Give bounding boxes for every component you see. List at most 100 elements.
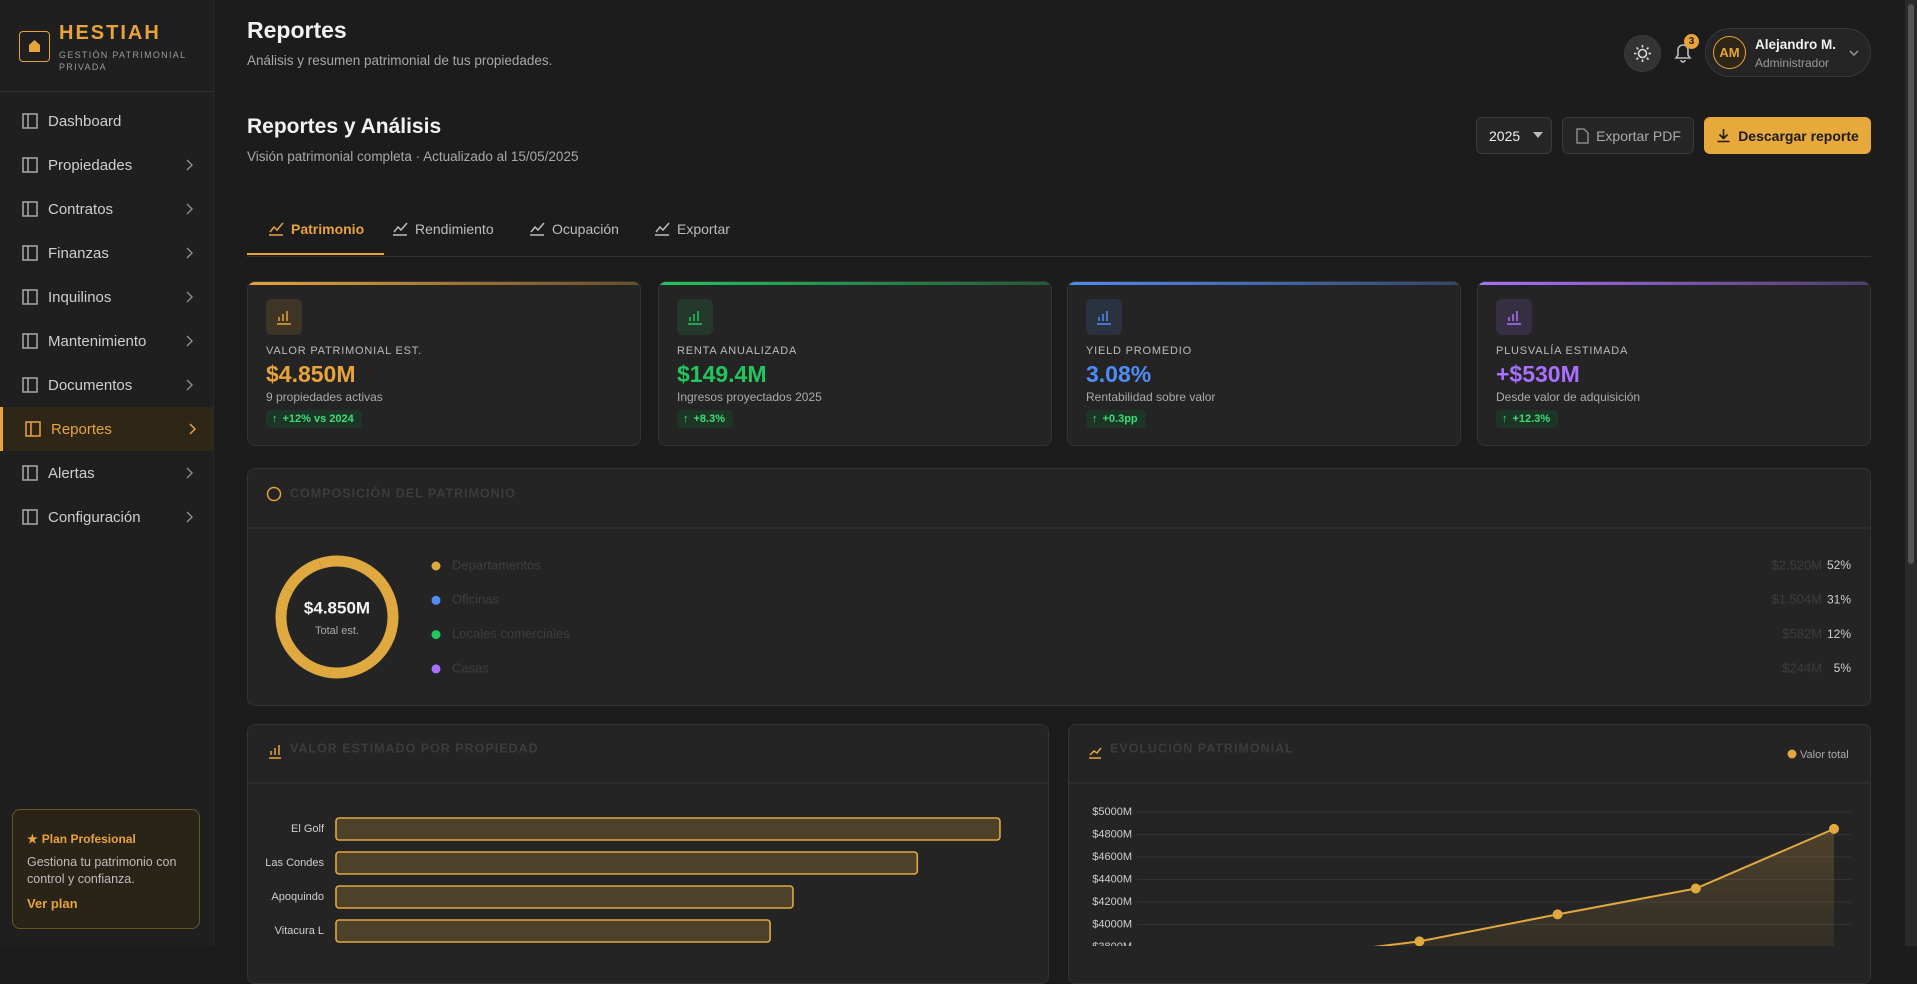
tab-label: Ocupación: [552, 221, 619, 237]
nav-label: Configuración: [48, 508, 141, 526]
nav-icon: [22, 245, 38, 261]
kpi-delta: ↑ +8.3%: [677, 410, 733, 428]
avatar: AM: [1713, 36, 1746, 69]
tab-icon: [655, 222, 670, 236]
kpi-note: 9 propiedades activas: [266, 390, 383, 404]
tab[interactable]: Ocupación: [528, 218, 619, 240]
plan-link[interactable]: Ver plan: [27, 896, 78, 911]
plan-box: ★ Plan Profesional Gestiona tu patrimonio…: [12, 809, 200, 929]
nav-item[interactable]: Configuración: [0, 495, 213, 539]
caret: [1533, 132, 1543, 138]
download-button[interactable]: Descargar reporte: [1704, 117, 1871, 154]
kpi-accent: [1478, 282, 1870, 285]
nav-icon: [22, 333, 38, 349]
page-title: Reportes: [247, 17, 347, 43]
tab-label: Exportar: [677, 221, 730, 237]
delta-text: +12.3%: [1512, 413, 1551, 425]
kpi-label: PLUSVALÍA ESTIMADA: [1496, 345, 1629, 357]
kpi-value: $149.4M: [677, 361, 767, 387]
chevron: [189, 423, 197, 435]
page-subtitle: Análisis y resumen patrimonial de tus pr…: [247, 53, 553, 68]
evolution-card: [1068, 724, 1871, 984]
delta-text: +0.3pp: [1102, 413, 1138, 425]
nav-item[interactable]: Finanzas: [0, 231, 213, 275]
chevron: [186, 379, 194, 391]
nav-icon: [25, 421, 41, 437]
kpi-accent: [659, 282, 1051, 285]
chevron: [186, 467, 194, 479]
download-icon: [1717, 129, 1730, 143]
kpi-icon: [677, 299, 713, 335]
kpi-delta: ↑ +0.3pp: [1086, 410, 1146, 428]
scrollbar: [1905, 0, 1917, 946]
nav-icon: [22, 157, 38, 173]
delta-text: +8.3%: [693, 413, 726, 425]
theme-toggle[interactable]: [1624, 35, 1661, 72]
nav-item[interactable]: Inquilinos: [0, 275, 213, 319]
nav-item[interactable]: Dashboard: [0, 99, 213, 143]
tab[interactable]: Patrimonio: [247, 218, 385, 255]
kpi-label: VALOR PATRIMONIAL EST.: [266, 345, 422, 357]
export-pdf-button[interactable]: Exportar PDF: [1562, 117, 1694, 154]
kpi-value: 3.08%: [1086, 361, 1152, 387]
plan-text: Gestiona tu patrimonio con control y con…: [27, 855, 177, 886]
logo-icon: [29, 40, 40, 52]
kpi-card: RENTA ANUALIZADA $149.4M Ingresos proyecta…: [658, 281, 1052, 446]
kpi-note: Desde valor de adquisición: [1496, 390, 1641, 404]
kpi-note: Rentabilidad sobre valor: [1086, 390, 1216, 404]
tab-label: Patrimonio: [291, 221, 365, 237]
nav-label: Finanzas: [48, 244, 109, 262]
sidebar: HESTIAH GESTIÓN PATRIMONIAL PRIVADA Dash…: [0, 0, 214, 946]
year-select[interactable]: 2025: [1476, 117, 1552, 154]
nav-item[interactable]: Contratos: [0, 187, 213, 231]
nav-icon: [22, 465, 38, 481]
kpi-glyph: [277, 311, 291, 325]
kpi-glyph: [1507, 311, 1521, 325]
sun-icon: [1634, 45, 1651, 62]
nav-item[interactable]: Documentos: [0, 363, 213, 407]
tab[interactable]: Exportar: [653, 218, 730, 240]
tab-underline: [247, 253, 385, 255]
kpi-delta: ↑ +12% vs 2024: [266, 410, 362, 428]
kpi-accent: [1068, 282, 1460, 285]
plan-title-text: Plan Profesional: [41, 832, 136, 846]
brand-name: HESTIAH: [59, 22, 161, 44]
tab-label: Rendimiento: [415, 221, 494, 237]
nav-item[interactable]: Alertas: [0, 451, 213, 495]
bell-icon: [1674, 44, 1692, 63]
nav-item[interactable]: Reportes: [0, 407, 213, 451]
divider: [0, 91, 213, 92]
delta-text: +12% vs 2024: [282, 413, 354, 425]
composition-card: [247, 468, 1871, 706]
user-name: Alejandro M.: [1755, 37, 1837, 52]
nav-label: Reportes: [51, 420, 112, 438]
kpi-value: $4.850M: [266, 361, 356, 387]
notifications[interactable]: 3: [1670, 34, 1699, 68]
kpi-accent: [248, 282, 640, 285]
user-menu[interactable]: AM Alejandro M. Administrador: [1705, 28, 1871, 77]
kpi-note: Ingresos proyectados 2025: [677, 390, 822, 404]
nav-icon: [22, 289, 38, 305]
notification-badge: 3: [1684, 34, 1699, 49]
chevron: [186, 159, 194, 171]
logo: [19, 31, 50, 62]
nav-item[interactable]: Propiedades: [0, 143, 213, 187]
tab[interactable]: Rendimiento: [391, 218, 494, 240]
kpi-label: RENTA ANUALIZADA: [677, 345, 798, 357]
chevron: [186, 203, 194, 215]
kpi-card: VALOR PATRIMONIAL EST. $4.850M 9 propiedad…: [247, 281, 641, 446]
tab-icon: [269, 222, 284, 236]
nav-label: Alertas: [48, 464, 95, 482]
kpi-card: PLUSVALÍA ESTIMADA +$530M Desde valor de a…: [1477, 281, 1871, 446]
section-title: Reportes y Análisis: [247, 115, 442, 138]
year-value: 2025: [1489, 127, 1521, 144]
chevron: [186, 291, 194, 303]
nav-item[interactable]: Mantenimiento: [0, 319, 213, 363]
kpi-icon: [1496, 299, 1532, 335]
tab-icon: [393, 222, 408, 236]
delta-arrow: ↑: [1092, 413, 1098, 425]
nav-label: Dashboard: [48, 112, 122, 130]
nav-icon: [22, 377, 38, 393]
kpi-label: YIELD PROMEDIO: [1086, 345, 1192, 357]
